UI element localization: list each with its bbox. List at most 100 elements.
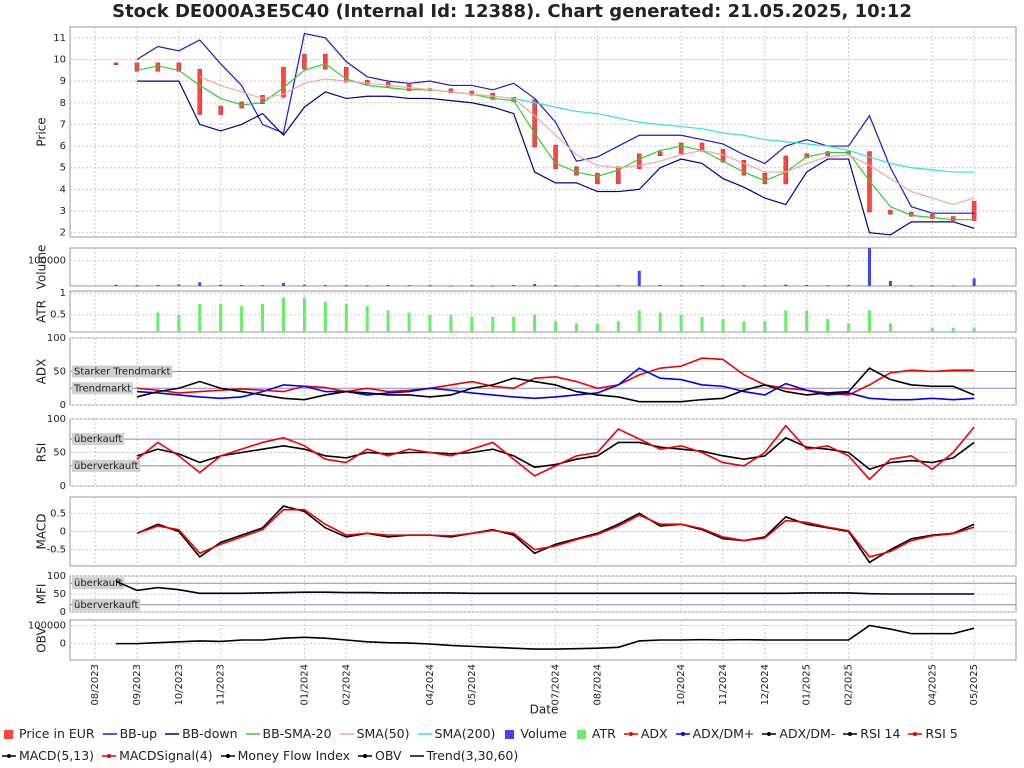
- legend-swatch: [4, 729, 13, 739]
- legend-item: ATR: [575, 726, 616, 741]
- series-line: [136, 63, 975, 221]
- bar: [679, 285, 683, 287]
- series-line: [115, 580, 975, 595]
- y-axis-label: OBV: [35, 626, 49, 652]
- series-line: [136, 508, 975, 558]
- candle: [281, 66, 286, 98]
- bar: [407, 285, 411, 287]
- x-tick-label: 05/2025: [969, 664, 980, 706]
- bar: [700, 285, 704, 287]
- legend-swatch: [576, 729, 586, 739]
- y-tick-label: 5: [60, 163, 66, 174]
- bar: [679, 314, 683, 332]
- legend-icon: [2, 753, 16, 758]
- bar: [742, 321, 746, 332]
- bar: [847, 323, 851, 332]
- legend-label: ATR: [591, 726, 616, 741]
- y-axis-label: ATR: [35, 300, 49, 323]
- bar: [281, 282, 285, 286]
- legend-item: Trend(3,30,60): [409, 748, 518, 763]
- legend-item: BB-up: [102, 726, 157, 741]
- bar: [407, 312, 411, 332]
- bar: [365, 306, 369, 332]
- bar: [114, 284, 118, 286]
- x-tick-label: 02/2025: [844, 664, 855, 706]
- bar: [784, 284, 788, 286]
- y-tick-label: 0: [60, 639, 66, 650]
- bar: [261, 285, 265, 287]
- series-line: [513, 97, 975, 173]
- y-tick-label: 10: [53, 54, 66, 65]
- candle: [302, 53, 307, 70]
- legend-icon: [102, 753, 117, 758]
- candle: [469, 90, 475, 96]
- legend-item: BB-SMA-20: [245, 726, 332, 741]
- bar: [156, 284, 160, 286]
- bar: [616, 321, 620, 332]
- candle: [448, 88, 454, 94]
- legend-swatch: [505, 729, 515, 739]
- y-axis-label: MFI: [35, 584, 49, 605]
- legend-item: Volume: [503, 726, 567, 741]
- candle: [260, 95, 265, 105]
- y-tick-label: 2: [60, 228, 66, 239]
- y-tick-label: 1: [60, 288, 66, 299]
- bar: [867, 310, 871, 332]
- series-group: [136, 424, 975, 481]
- bar: [449, 285, 453, 287]
- x-tick-label: 11/2023: [216, 664, 227, 706]
- series-group: [114, 248, 976, 287]
- y-tick-label: 100: [47, 414, 66, 425]
- legend-dot: [628, 731, 633, 736]
- y-tick-label: 100: [47, 571, 66, 582]
- legend-dot: [7, 753, 11, 758]
- legend-icon: [762, 731, 777, 736]
- y-tick-label: 50: [53, 367, 66, 378]
- bar: [554, 285, 558, 287]
- bar: [658, 312, 662, 332]
- series-line: [136, 80, 975, 236]
- y-tick-label: 50: [53, 448, 66, 459]
- y-tick-label: 0: [60, 527, 66, 538]
- y-tick-label: 3: [60, 206, 66, 217]
- legend-icon: [675, 731, 690, 736]
- x-tick-label: 10/2024: [676, 664, 687, 706]
- legend-icon: [357, 753, 372, 758]
- y-tick-label: 100000: [28, 620, 66, 631]
- threshold-label-bg: [72, 382, 134, 395]
- threshold-label-bg: [72, 433, 125, 446]
- series-line: [136, 367, 975, 403]
- y-axis-label: Price: [35, 117, 49, 146]
- legend-icon: [623, 731, 638, 736]
- candle: [197, 69, 203, 115]
- bar: [323, 284, 327, 286]
- legend-icon: [339, 732, 354, 735]
- series-line: [136, 424, 975, 481]
- legend-label: ADX/DM+: [692, 726, 755, 741]
- x-tick-label: 08/2023: [90, 664, 101, 706]
- threshold-label: überverkauft: [74, 600, 139, 611]
- legend-icon: [409, 754, 424, 757]
- bar: [826, 285, 830, 287]
- legend-label: Volume: [520, 726, 567, 741]
- bar: [658, 284, 662, 286]
- candle: [783, 155, 789, 185]
- series-line: [199, 76, 975, 206]
- series-group: [136, 357, 975, 403]
- candle: [637, 153, 642, 169]
- series-group: [136, 505, 975, 564]
- threshold-label-bg: [72, 365, 173, 378]
- legend-label: RSI 5: [925, 726, 958, 741]
- candle: [825, 151, 830, 156]
- candle: [595, 172, 600, 185]
- legend-label: MACD(5,13): [19, 748, 95, 763]
- chart-title: Stock DE000A3E5C40 (Internal Id: 12388).…: [112, 1, 912, 22]
- candle: [616, 166, 621, 185]
- legend-item: SMA(200): [417, 726, 495, 741]
- bar: [470, 285, 474, 287]
- legend-icon: [220, 753, 235, 758]
- bar: [261, 303, 265, 332]
- bar: [344, 303, 348, 332]
- x-tick-label: 04/2025: [927, 664, 938, 706]
- legend-icon: [245, 732, 260, 735]
